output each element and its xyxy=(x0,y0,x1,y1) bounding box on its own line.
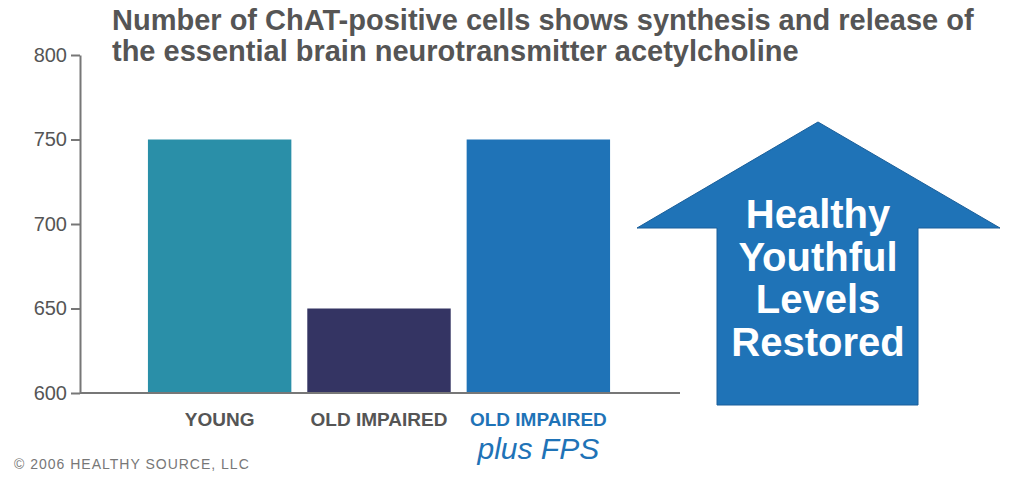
y-tick-label: 800 xyxy=(34,44,67,66)
y-tick-mark xyxy=(71,393,80,395)
y-tick-label: 750 xyxy=(34,128,67,150)
x-axis-line xyxy=(80,392,680,394)
x-tick-label: OLD IMPAIRED xyxy=(311,409,448,430)
y-tick-label: 650 xyxy=(34,297,67,319)
annotation-line: Healthy xyxy=(746,192,891,236)
y-tick: 750 xyxy=(34,128,80,150)
x-tick-label-line: OLD IMPAIRED xyxy=(470,409,607,430)
bar xyxy=(307,309,450,394)
y-tick: 700 xyxy=(34,213,80,235)
x-tick-label-line: OLD IMPAIRED xyxy=(311,409,448,430)
y-axis: 600 650 700 750 800 xyxy=(34,44,81,404)
chart: Number of ChAT-positive cells shows synt… xyxy=(0,0,1024,477)
annotation-line: Youthful xyxy=(738,235,897,279)
y-tick-mark xyxy=(71,224,80,226)
x-tick-label-line: plus FPS xyxy=(476,432,599,465)
y-tick: 800 xyxy=(34,44,80,66)
annotation-line: Restored xyxy=(731,320,904,364)
title-line: Number of ChAT-positive cells shows synt… xyxy=(112,4,974,36)
copyright: © 2006 HEALTHY SOURCE, LLC xyxy=(14,456,250,472)
y-tick: 600 xyxy=(34,382,80,404)
bars xyxy=(148,140,610,394)
y-tick-mark xyxy=(71,308,80,310)
y-tick-label: 700 xyxy=(34,213,67,235)
x-tick-label-line: YOUNG xyxy=(185,409,255,430)
annotation: HealthyYouthfulLevelsRestored xyxy=(731,192,904,364)
bar xyxy=(148,140,291,394)
bar xyxy=(467,140,610,394)
x-tick-label: YOUNG xyxy=(185,409,255,430)
arrow xyxy=(637,122,1000,405)
title-line: the essential brain neurotransmitter ace… xyxy=(112,35,799,67)
y-tick-label: 600 xyxy=(34,382,67,404)
y-tick-mark xyxy=(71,55,80,57)
annotation-line: Levels xyxy=(756,277,881,321)
y-tick: 650 xyxy=(34,297,80,319)
y-tick-mark xyxy=(71,139,80,141)
x-tick-label: OLD IMPAIREDplus FPS xyxy=(470,409,607,465)
title: Number of ChAT-positive cells shows synt… xyxy=(112,4,974,67)
